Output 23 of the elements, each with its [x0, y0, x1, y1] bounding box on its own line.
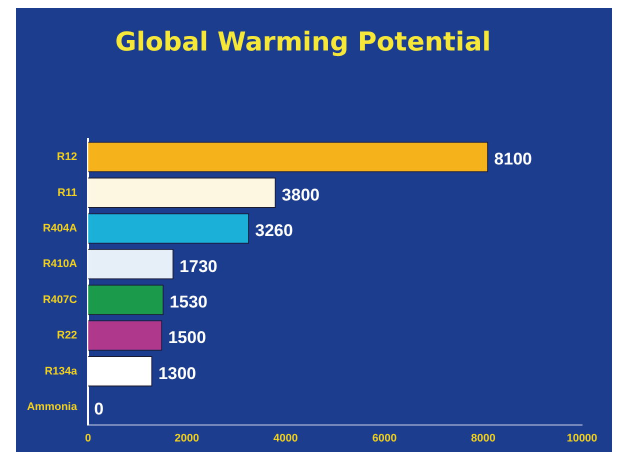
x-tick-label: 6000: [372, 432, 397, 444]
chart-title: Global Warming Potential: [115, 27, 491, 58]
x-tick-label: 4000: [273, 432, 298, 444]
y-tick-label: R134a: [44, 365, 78, 378]
y-tick-label: Ammonia: [26, 400, 78, 413]
data-label: 1500: [168, 328, 206, 348]
y-tick-label: R404A: [42, 222, 78, 234]
data-label: 8100: [494, 150, 532, 169]
y-tick-label: R22: [56, 330, 78, 342]
x-tick-label: 0: [85, 432, 92, 444]
data-label: 3800: [282, 185, 320, 204]
x-tick-label: 8000: [470, 432, 496, 444]
data-label: 0: [94, 400, 104, 419]
data-label: 1730: [180, 256, 218, 276]
x-tick-label: 10000: [566, 432, 598, 444]
y-tick-label: R12: [56, 151, 78, 164]
x-tick-label: 2000: [174, 432, 200, 444]
y-tick-label: R407C: [42, 294, 78, 306]
data-label: 3260: [255, 221, 293, 240]
y-tick-label: R410A: [42, 258, 78, 270]
y-tick-label: R11: [58, 186, 78, 199]
data-label: 1300: [158, 364, 196, 383]
data-label: 1530: [170, 292, 208, 312]
